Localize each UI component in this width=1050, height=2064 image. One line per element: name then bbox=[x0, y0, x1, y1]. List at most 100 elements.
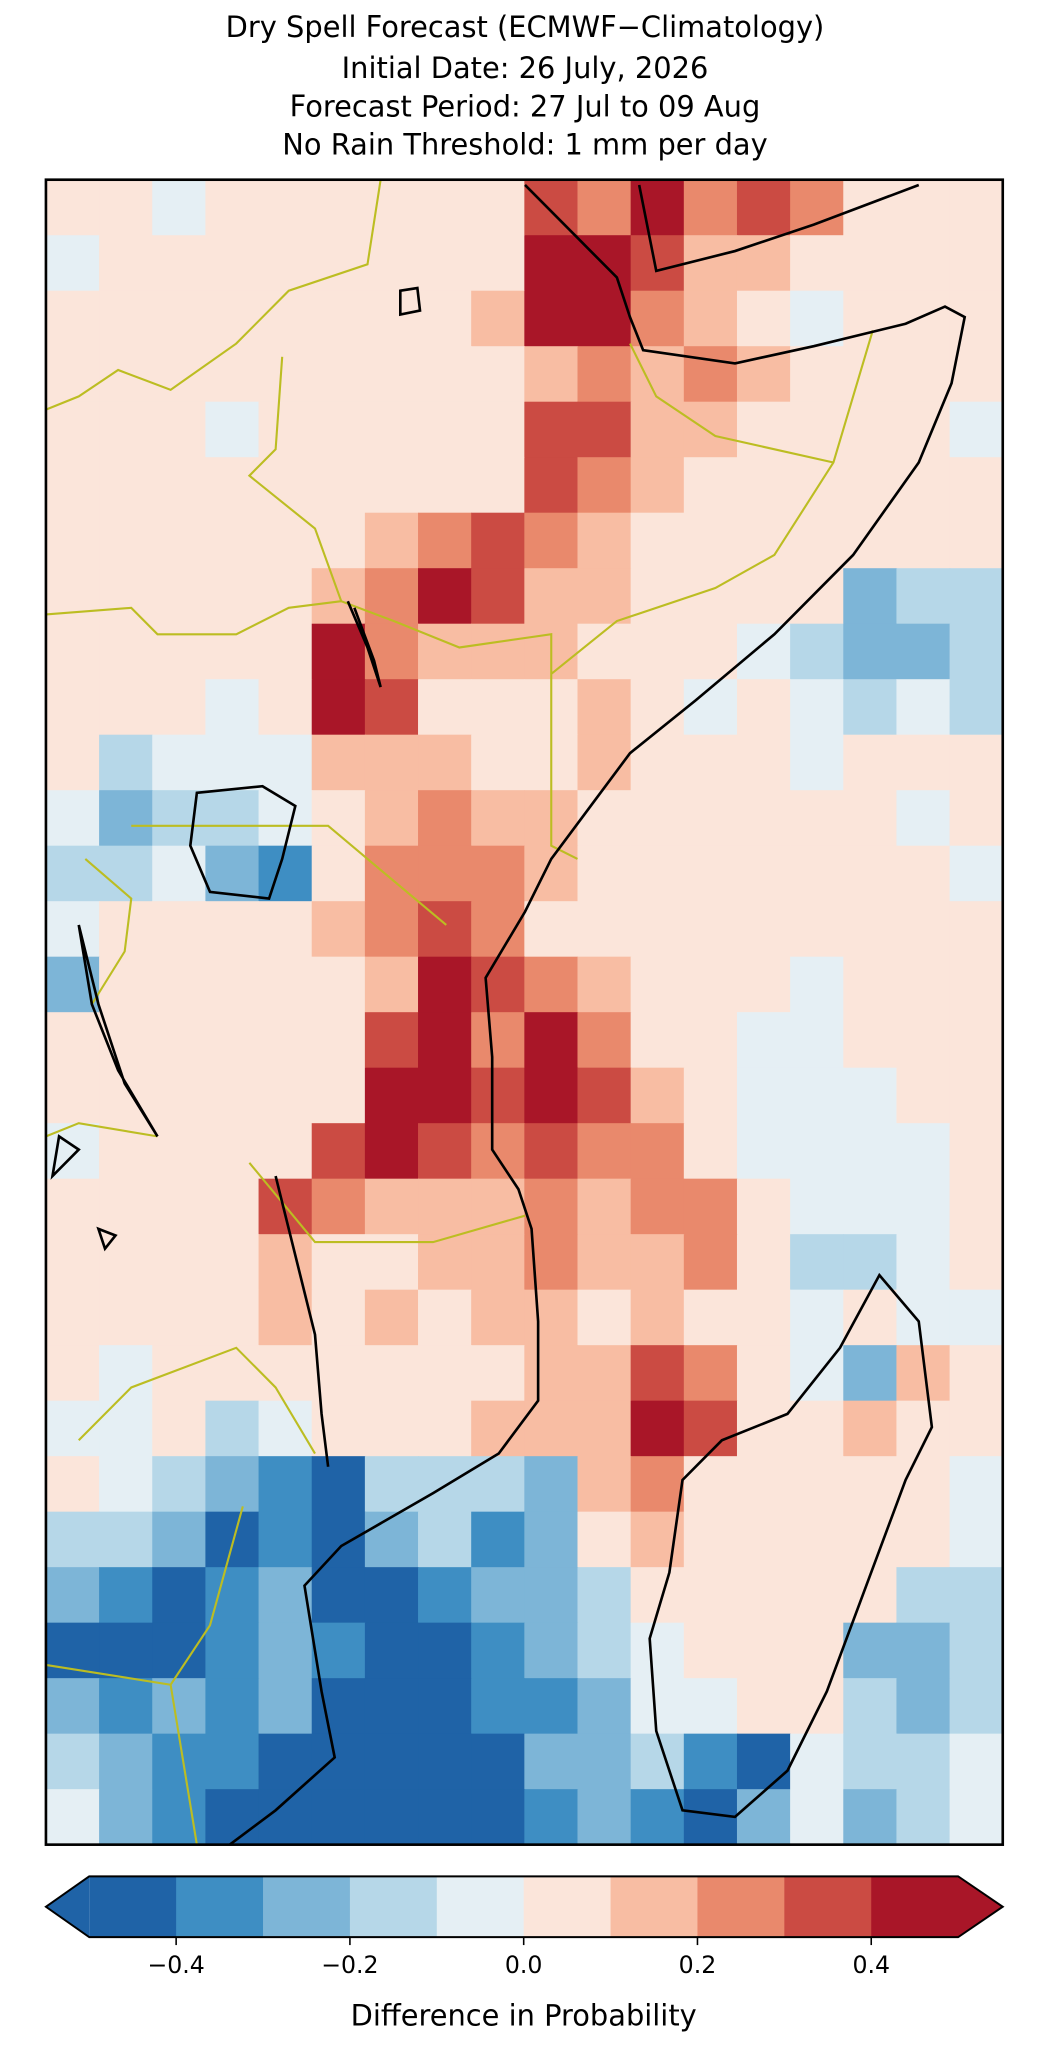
grid-cell bbox=[683, 790, 738, 847]
grid-cell bbox=[471, 346, 525, 403]
grid-cell bbox=[364, 235, 419, 292]
grid-cell bbox=[949, 790, 1004, 847]
grid-cell bbox=[205, 179, 260, 236]
grid-cell bbox=[45, 734, 100, 791]
grid-cell bbox=[311, 179, 366, 236]
grid-cell bbox=[630, 845, 685, 902]
grid-cell bbox=[45, 1622, 100, 1679]
grid-cell bbox=[471, 1678, 525, 1735]
grid-cell bbox=[790, 457, 844, 514]
grid-cell bbox=[683, 1400, 738, 1457]
grid-cell bbox=[949, 956, 1004, 1013]
grid-cell bbox=[45, 790, 100, 847]
grid-cell bbox=[736, 512, 791, 569]
colorbar-segment bbox=[263, 1876, 351, 1938]
grid-cell bbox=[418, 401, 472, 458]
grid-cell bbox=[205, 1733, 260, 1790]
grid-cell bbox=[45, 1067, 100, 1124]
grid-cell bbox=[99, 956, 153, 1013]
grid-cell bbox=[364, 1012, 419, 1069]
grid-cell bbox=[896, 1511, 951, 1568]
grid-cell bbox=[683, 1456, 738, 1513]
grid-cell bbox=[205, 1456, 260, 1513]
grid-cell bbox=[949, 401, 1004, 458]
grid-cell bbox=[683, 1178, 738, 1235]
grid-cell bbox=[577, 1678, 632, 1735]
grid-cell bbox=[524, 179, 579, 236]
grid-cell bbox=[99, 568, 153, 625]
grid-cell bbox=[99, 1289, 153, 1346]
grid-cell bbox=[577, 1178, 632, 1235]
grid-cell bbox=[790, 734, 844, 791]
grid-cell bbox=[524, 1400, 579, 1457]
grid-cell bbox=[152, 1123, 207, 1180]
grid-cell bbox=[471, 1345, 525, 1402]
grid-cell bbox=[311, 346, 366, 403]
grid-cell bbox=[311, 1567, 366, 1624]
grid-cell bbox=[99, 401, 153, 458]
grid-cell bbox=[152, 1400, 207, 1457]
grid-cell bbox=[45, 1012, 100, 1069]
grid-cell bbox=[471, 401, 525, 458]
grid-cell bbox=[843, 1234, 898, 1291]
grid-cell bbox=[471, 734, 525, 791]
grid-cell bbox=[736, 679, 791, 736]
grid-cell bbox=[152, 1345, 207, 1402]
grid-cell bbox=[949, 901, 1004, 958]
grid-cell bbox=[630, 956, 685, 1013]
grid-cell bbox=[577, 1234, 632, 1291]
grid-cell bbox=[630, 901, 685, 958]
colorbar-extend-min bbox=[45, 1876, 90, 1938]
grid-cell bbox=[364, 1733, 419, 1790]
grid-cell bbox=[896, 1789, 951, 1846]
grid-cell bbox=[152, 1456, 207, 1513]
title-line: No Rain Threshold: 1 mm per day bbox=[282, 128, 767, 162]
grid-cell bbox=[630, 1789, 685, 1846]
grid-cell bbox=[736, 1123, 791, 1180]
grid-cell bbox=[896, 623, 951, 680]
grid-cell bbox=[99, 1511, 153, 1568]
grid-cell bbox=[152, 901, 207, 958]
grid-cell bbox=[577, 568, 632, 625]
grid-cell bbox=[790, 1123, 844, 1180]
grid-cell bbox=[790, 956, 844, 1013]
grid-cell bbox=[152, 568, 207, 625]
grid-cell bbox=[524, 457, 579, 514]
grid-cell bbox=[99, 1012, 153, 1069]
grid-cell bbox=[311, 1400, 366, 1457]
grid-cell bbox=[418, 1567, 472, 1624]
grid-cell bbox=[790, 1567, 844, 1624]
grid-cell bbox=[949, 1789, 1004, 1846]
grid-cell bbox=[258, 1123, 313, 1180]
grid-cell bbox=[205, 568, 260, 625]
grid-cell bbox=[577, 1567, 632, 1624]
grid-cell bbox=[630, 235, 685, 292]
grid-cell bbox=[736, 1178, 791, 1235]
grid-cell bbox=[258, 179, 313, 236]
grid-cell bbox=[205, 679, 260, 736]
grid-cell bbox=[311, 1067, 366, 1124]
grid-cell bbox=[152, 623, 207, 680]
grid-cell bbox=[790, 1456, 844, 1513]
grid-cell bbox=[471, 1123, 525, 1180]
grid-cell bbox=[577, 790, 632, 847]
grid-cell bbox=[45, 179, 100, 236]
grid-cell bbox=[205, 623, 260, 680]
grid-cell bbox=[45, 1733, 100, 1790]
grid-cell bbox=[736, 845, 791, 902]
grid-cell bbox=[99, 790, 153, 847]
grid-cell bbox=[524, 1345, 579, 1402]
grid-cell bbox=[205, 235, 260, 292]
grid-cell bbox=[949, 1567, 1004, 1624]
grid-cell bbox=[736, 1511, 791, 1568]
grid-cell bbox=[311, 1289, 366, 1346]
grid-cell bbox=[843, 1067, 898, 1124]
grid-cell bbox=[364, 1678, 419, 1735]
grid-cell bbox=[364, 679, 419, 736]
grid-cell bbox=[45, 1678, 100, 1735]
grid-cell bbox=[524, 1178, 579, 1235]
grid-cell bbox=[205, 1678, 260, 1735]
colorbar-segment bbox=[610, 1876, 698, 1938]
grid-cell bbox=[471, 623, 525, 680]
grid-cell bbox=[205, 1289, 260, 1346]
